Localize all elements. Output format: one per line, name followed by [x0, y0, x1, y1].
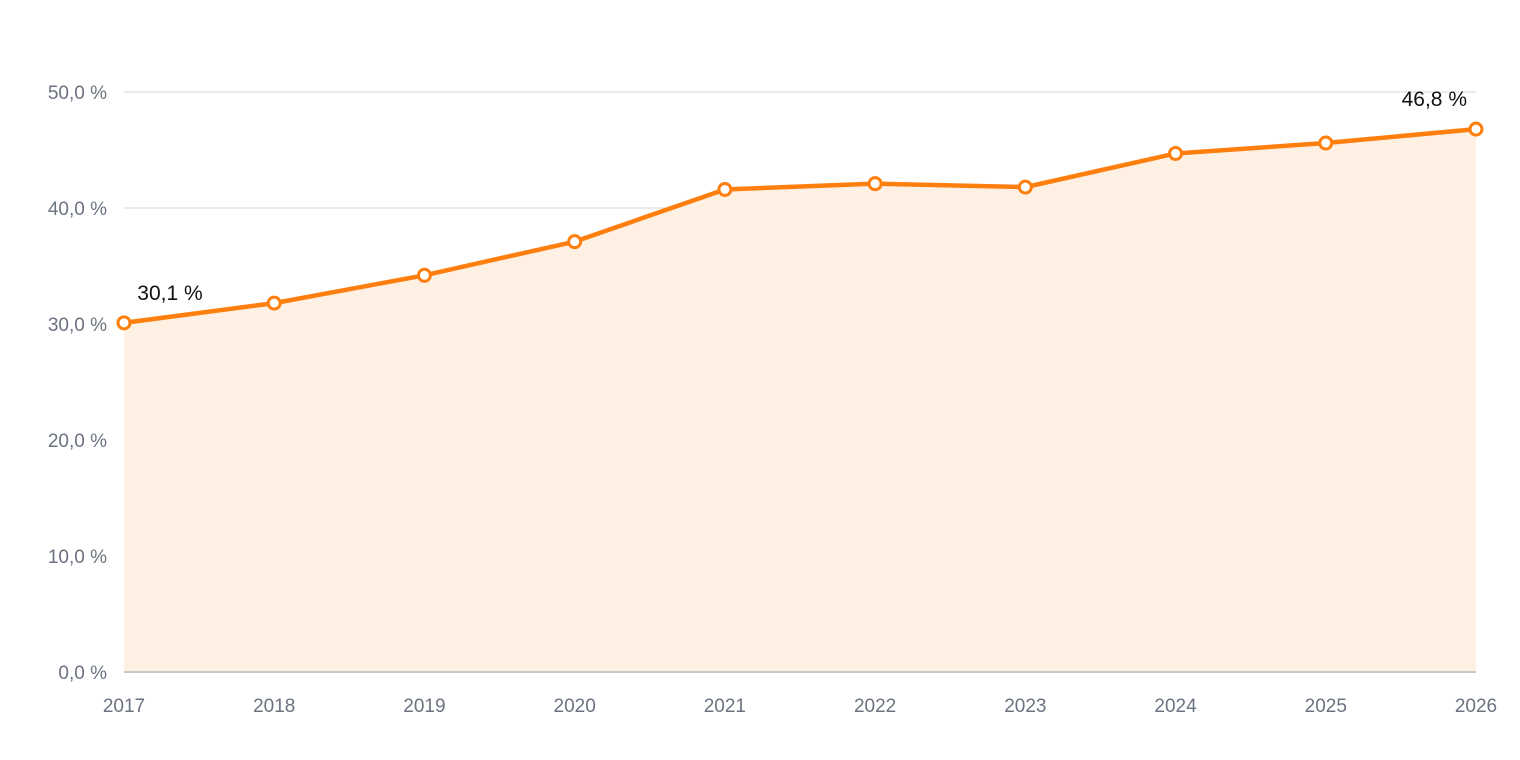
- series-line-group: [121, 126, 1479, 326]
- data-point: [1318, 135, 1334, 151]
- data-label: 30,1 %: [137, 282, 202, 305]
- data-labels: 30,1 % 46,8 %: [137, 88, 1467, 305]
- data-point: [1017, 179, 1033, 195]
- area-fill-group: [124, 129, 1476, 672]
- data-point: [867, 176, 883, 192]
- data-point: [416, 267, 432, 283]
- y-tick-label: 30,0 %: [48, 315, 107, 336]
- series-line: [121, 126, 1479, 326]
- x-tick-label: 2019: [403, 696, 445, 717]
- x-tick-label: 2023: [1004, 696, 1046, 717]
- x-tick-label: 2021: [704, 696, 746, 717]
- y-tick-label: 20,0 %: [48, 431, 107, 452]
- data-point: [717, 181, 733, 197]
- x-tick-label: 2022: [854, 696, 896, 717]
- y-axis-tick-labels: 0,0 % 10,0 % 20,0 % 30,0 % 40,0 % 50,0 %: [48, 83, 107, 684]
- x-tick-label: 2017: [103, 696, 145, 717]
- x-tick-label: 2020: [554, 696, 596, 717]
- y-tick-label: 50,0 %: [48, 83, 107, 104]
- y-tick-label: 10,0 %: [48, 547, 107, 568]
- y-tick-label: 40,0 %: [48, 199, 107, 220]
- data-point: [116, 315, 132, 331]
- data-point: [266, 295, 282, 311]
- data-label: 46,8 %: [1402, 88, 1467, 111]
- x-tick-label: 2026: [1455, 696, 1497, 717]
- x-tick-label: 2024: [1154, 696, 1197, 717]
- x-axis-tick-labels: 2017 2018 2019 2020 2021 2022 2023 2024 2025 2026: [103, 696, 1497, 717]
- x-tick-label: 2018: [253, 696, 295, 717]
- data-points: [116, 121, 1484, 331]
- data-point: [1468, 121, 1484, 137]
- data-point: [1168, 145, 1184, 161]
- area-fill: [124, 129, 1476, 672]
- y-tick-label: 0,0 %: [58, 663, 107, 684]
- x-tick-label: 2025: [1305, 696, 1347, 717]
- data-point: [567, 234, 583, 250]
